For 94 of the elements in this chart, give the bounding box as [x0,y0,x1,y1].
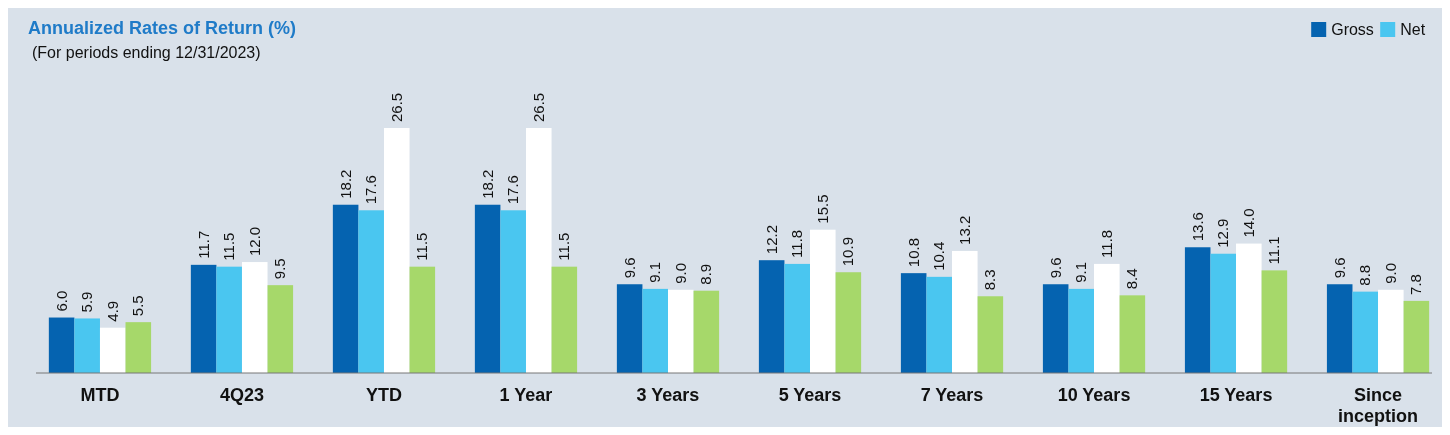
data-label: 8.4 [1123,268,1141,290]
bar [74,318,100,373]
bar [900,273,927,373]
bar [125,322,152,373]
data-label: 18.2 [478,169,496,199]
legend-label: Gross [1331,21,1374,38]
data-label: 7.8 [1407,274,1425,295]
bar [952,250,978,373]
data-label: 8.9 [697,263,715,285]
bar [267,285,294,373]
bar [1184,247,1211,373]
data-label: 10.8 [904,237,922,268]
bar [1378,289,1404,373]
bar [977,296,1004,373]
bar [551,266,578,373]
x-tick-label: 15 Years [1199,385,1273,405]
data-label: 17.6 [362,175,380,205]
bar [332,204,359,373]
bar [642,288,668,373]
data-label: 15.5 [813,194,831,224]
data-label: 12.2 [762,225,780,255]
data-label: 9.6 [1330,257,1348,279]
bar [810,229,836,373]
data-label: 13.6 [1188,212,1206,242]
bar [358,210,384,373]
x-tick-label: YTD [365,385,402,405]
bar [1068,288,1095,373]
x-tick-label: 5 Years [778,385,842,405]
data-label: 11.8 [1097,229,1115,258]
bar [216,266,242,373]
bar [1403,300,1430,373]
data-label: 26.5 [529,92,547,122]
data-label: 11.5 [555,232,573,261]
bar [835,272,862,373]
data-label: 5.5 [129,295,147,317]
bar [693,290,720,373]
bar [241,262,268,373]
data-label: 9.6 [620,257,638,279]
bar [1042,284,1069,373]
legend-label: Net [1400,21,1426,38]
bar [409,266,436,373]
data-label: 11.7 [194,230,212,259]
bar [190,264,217,373]
data-label: 10.4 [930,241,948,271]
bar [1210,253,1237,373]
bar [48,317,75,373]
x-tick-label: 4Q23 [219,385,264,405]
data-label: 11.5 [413,232,431,261]
data-label: 5.9 [78,291,96,313]
bar [1119,295,1146,373]
data-label: 11.5 [220,232,238,261]
data-label: 8.3 [981,269,999,291]
data-label: 9.0 [671,262,689,284]
data-label: 11.8 [788,229,806,258]
bar [926,276,953,373]
bar [1326,284,1353,373]
bar [525,128,552,373]
chart-subtitle: (For periods ending 12/31/2023) [32,44,261,61]
data-label: 4.9 [103,300,121,322]
bar [500,210,526,373]
data-label: 13.2 [955,215,973,245]
data-label: 12.0 [245,226,263,257]
x-tick-label: 3 Years [636,385,700,405]
data-label: 26.5 [387,92,405,122]
data-label: 11.1 [1265,236,1283,265]
bar [1236,243,1262,373]
data-label: 17.6 [504,175,522,205]
x-tick-label: MTD [80,385,120,405]
data-label: 6.0 [52,290,70,312]
bar [474,204,501,373]
data-label: 9.1 [646,262,664,283]
data-label: 9.6 [1046,257,1064,279]
bar [616,284,643,373]
x-tick-label: Since inception [1338,385,1419,426]
x-tick-label: 1 Year [499,385,553,405]
data-label: 9.1 [1072,262,1090,283]
data-label: 10.9 [839,237,857,267]
data-label: 12.9 [1214,218,1232,248]
data-label: 14.0 [1239,208,1257,238]
bar [668,289,694,373]
chart-title: Annualized Rates of Return (%) [28,18,297,38]
data-label: 8.8 [1356,264,1374,286]
bar [1352,291,1379,373]
data-label: 18.2 [336,169,354,199]
data-label: 9.0 [1381,262,1399,284]
x-tick-label: 7 Years [920,385,984,405]
bar [784,263,810,373]
bar [1261,270,1288,373]
bar [99,327,126,373]
bar [383,128,410,373]
data-label: 9.5 [271,258,289,280]
x-tick-label: 10 Years [1057,385,1131,405]
bar [758,260,785,373]
bar [1094,263,1120,373]
